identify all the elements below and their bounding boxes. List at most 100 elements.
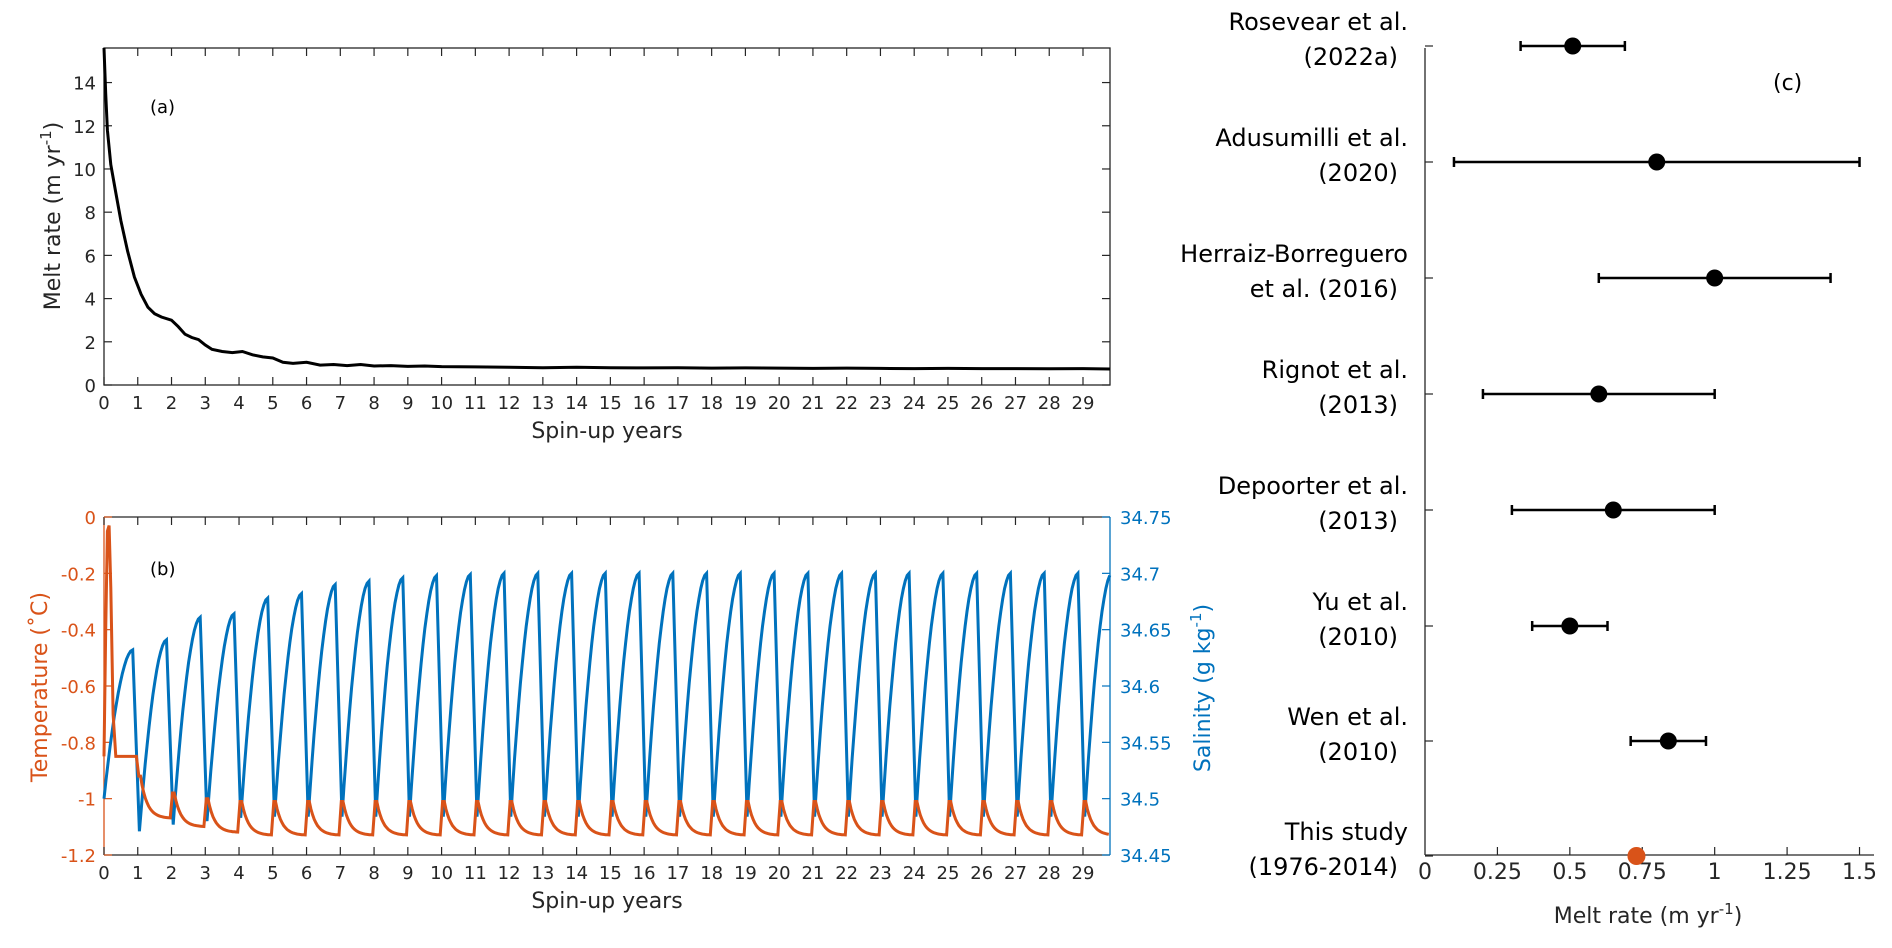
x-tick-label: 1 [132,863,143,884]
panel-b: 0 1 2 3 4 5 6 7 8 9 10 11 12 13 14 15 16 17 18 19 20 21 22 23 24… [28,508,1216,914]
panel-c-x-axis-label: Melt rate (m yr-1) [1554,900,1743,929]
melt-rate-marker [1564,37,1582,55]
panel-b-x-ticks: 0 1 2 3 4 5 6 7 8 9 10 11 12 13 14 15 16 17 18 19 20 21 22 23 24… [98,517,1094,884]
right-y-tick-label: 34.75 [1120,508,1172,529]
x-tick-label: 6 [301,863,312,884]
x-tick-label: 19 [734,393,757,414]
y-tick-label: 0 [85,376,96,397]
x-tick-label: 25 [937,393,960,414]
x-tick-label: 26 [970,863,993,884]
x-tick-label: 26 [970,393,993,414]
x-tick-label: 2 [166,863,177,884]
x-tick-label: 28 [1038,863,1061,884]
x-tick-label: 2 [166,393,177,414]
panel-a-axes-box [103,47,1111,386]
y-tick-label: 2 [85,333,96,354]
study-name: Depoorter et al. [1218,472,1408,500]
study-year: et al. (2016) [1250,275,1398,303]
panel-b-right-y-ticks: 34.75 34.7 34.65 34.6 34.55 34.5 34.45 [1102,508,1172,867]
x-tick-label: 7 [335,393,346,414]
temperature-line [102,525,1110,837]
y-tick-label: 14 [73,74,96,95]
melt-rate-marker [1648,153,1666,171]
study-row: Herraiz-Borreguero et al. (2016) [1180,240,1832,303]
x-tick-label: 24 [903,863,926,884]
x-tick-label: 3 [200,863,211,884]
y-tick-label: 6 [85,246,96,267]
panel-c-studies: Rosevear et al. (2022a) Adusumilli et al. (… [1180,8,1861,881]
x-tick-label: 24 [903,393,926,414]
x-tick-label: 0 [98,863,109,884]
right-y-tick-label: 34.45 [1120,846,1172,867]
x-tick-label: 20 [768,863,791,884]
x-tick-label: 10 [430,393,453,414]
y-tick-label: 10 [73,160,96,181]
left-y-tick-label: -0.4 [61,621,96,642]
left-y-tick-label: -1.2 [61,846,96,867]
panel-a-label: (a) [150,97,175,118]
this-study-marker [1627,847,1646,865]
left-y-tick-label: -0.6 [61,677,96,698]
panel-b-left-y-ticks: 0 -0.2 -0.4 -0.6 -0.8 -1 -1.2 [61,508,112,867]
x-tick-label: 0.75 [1618,860,1667,885]
study-row: Adusumilli et al. (2020) [1215,124,1861,187]
study-year: (1976-2014) [1248,853,1398,881]
right-y-tick-label: 34.6 [1120,677,1160,698]
x-tick-label: 6 [301,393,312,414]
x-tick-label: 19 [734,863,757,884]
x-tick-label: 8 [368,393,379,414]
x-tick-label: 13 [531,863,554,884]
study-row: This study (1976-2014) [1248,818,1646,881]
x-tick-label: 20 [768,393,791,414]
x-tick-label: 12 [498,863,521,884]
x-tick-label: 5 [267,393,278,414]
x-tick-label: 12 [498,393,521,414]
x-tick-label: 8 [368,863,379,884]
x-tick-label: 5 [267,863,278,884]
panel-b-right-y-axis-label: Salinity (g kg-1) [1187,604,1216,772]
study-row: Yu et al. (2010) [1311,588,1609,651]
study-year: (2022a) [1303,43,1398,71]
x-tick-label: 0 [1418,860,1432,885]
x-tick-label: 17 [666,393,689,414]
x-tick-label: 28 [1038,393,1061,414]
x-tick-label: 13 [531,393,554,414]
right-y-tick-label: 34.5 [1120,790,1160,811]
right-y-tick-label: 34.7 [1120,564,1160,585]
study-name: Rosevear et al. [1228,8,1408,36]
x-tick-label: 0.25 [1473,860,1522,885]
x-tick-label: 22 [835,393,858,414]
x-tick-label: 9 [402,863,413,884]
x-tick-label: 4 [233,393,244,414]
study-year: (2010) [1318,738,1398,766]
y-tick-label: 8 [85,203,96,224]
study-year: (2013) [1318,391,1398,419]
melt-rate-line [102,47,1111,371]
x-tick-label: 21 [801,393,824,414]
study-year: (2013) [1318,507,1398,535]
panel-a-y-axis-label: Melt rate (m yr-1) [37,122,66,311]
study-name: Adusumilli et al. [1215,124,1408,152]
x-tick-label: 10 [430,863,453,884]
x-tick-label: 0 [98,393,109,414]
right-y-tick-label: 34.55 [1120,733,1172,754]
study-year: (2010) [1318,623,1398,651]
panel-c-label: (c) [1773,71,1802,96]
x-tick-label: 14 [565,393,588,414]
left-y-tick-label: -1 [78,790,96,811]
right-y-tick-label: 34.65 [1120,621,1172,642]
study-name: Herraiz-Borreguero [1180,240,1408,268]
study-name: This study [1284,818,1408,846]
salinity-line [102,569,1112,832]
x-tick-label: 4 [233,863,244,884]
x-tick-label: 23 [869,393,892,414]
left-y-tick-label: -0.8 [61,733,96,754]
melt-rate-marker [1706,269,1724,287]
melt-rate-marker [1659,732,1677,750]
panel-b-left-y-axis-label: Temperature (˚C) [28,592,53,783]
study-row: Rosevear et al. (2022a) [1228,8,1627,71]
x-tick-label: 18 [700,863,723,884]
x-tick-label: 9 [402,393,413,414]
study-name: Yu et al. [1311,588,1408,616]
